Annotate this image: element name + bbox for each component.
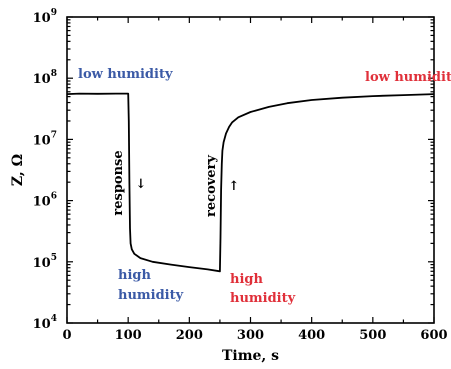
plot-frame <box>66 16 435 324</box>
x-axis-label: Time, s <box>222 348 279 364</box>
annotation-high-humidity-left-line1: high <box>118 268 151 283</box>
x-tick-label: 600 <box>420 328 447 343</box>
series-line <box>66 92 435 273</box>
annotation-recovery: recovery <box>204 155 219 217</box>
y-tick-label: 108 <box>33 69 57 87</box>
x-tick-label: 400 <box>298 328 325 343</box>
annotation-high-humidity-right-line1: high <box>230 272 263 287</box>
annotation-low-humidity-left: low humidity <box>78 67 173 82</box>
y-tick-label: 105 <box>33 253 57 271</box>
y-tick-label: 107 <box>33 130 57 148</box>
x-tick-label: 300 <box>237 328 264 343</box>
y-tick-label: 106 <box>33 192 57 210</box>
y-tick-label: 104 <box>33 314 57 332</box>
annotation-low-humidity-right: low humidity <box>365 70 451 85</box>
x-tick-label: 500 <box>359 328 386 343</box>
annotation-response: response <box>111 150 126 215</box>
x-tick-label: 0 <box>62 328 71 343</box>
y-tick-label: 109 <box>33 8 57 26</box>
y-axis-label: Z, Ω <box>10 154 26 186</box>
annotation-high-humidity-left-line2: humidity <box>118 288 184 303</box>
arrow-up-icon: ↑ <box>229 179 240 194</box>
arrow-down-icon: ↓ <box>136 177 147 192</box>
labels-layer: 0 100 200 300 400 500 600 104 105 106 107 108 109 <box>33 8 448 343</box>
annotation-high-humidity-right-line2: humidity <box>230 291 296 306</box>
x-tick-label: 200 <box>176 328 203 343</box>
x-tick-label: 100 <box>115 328 142 343</box>
